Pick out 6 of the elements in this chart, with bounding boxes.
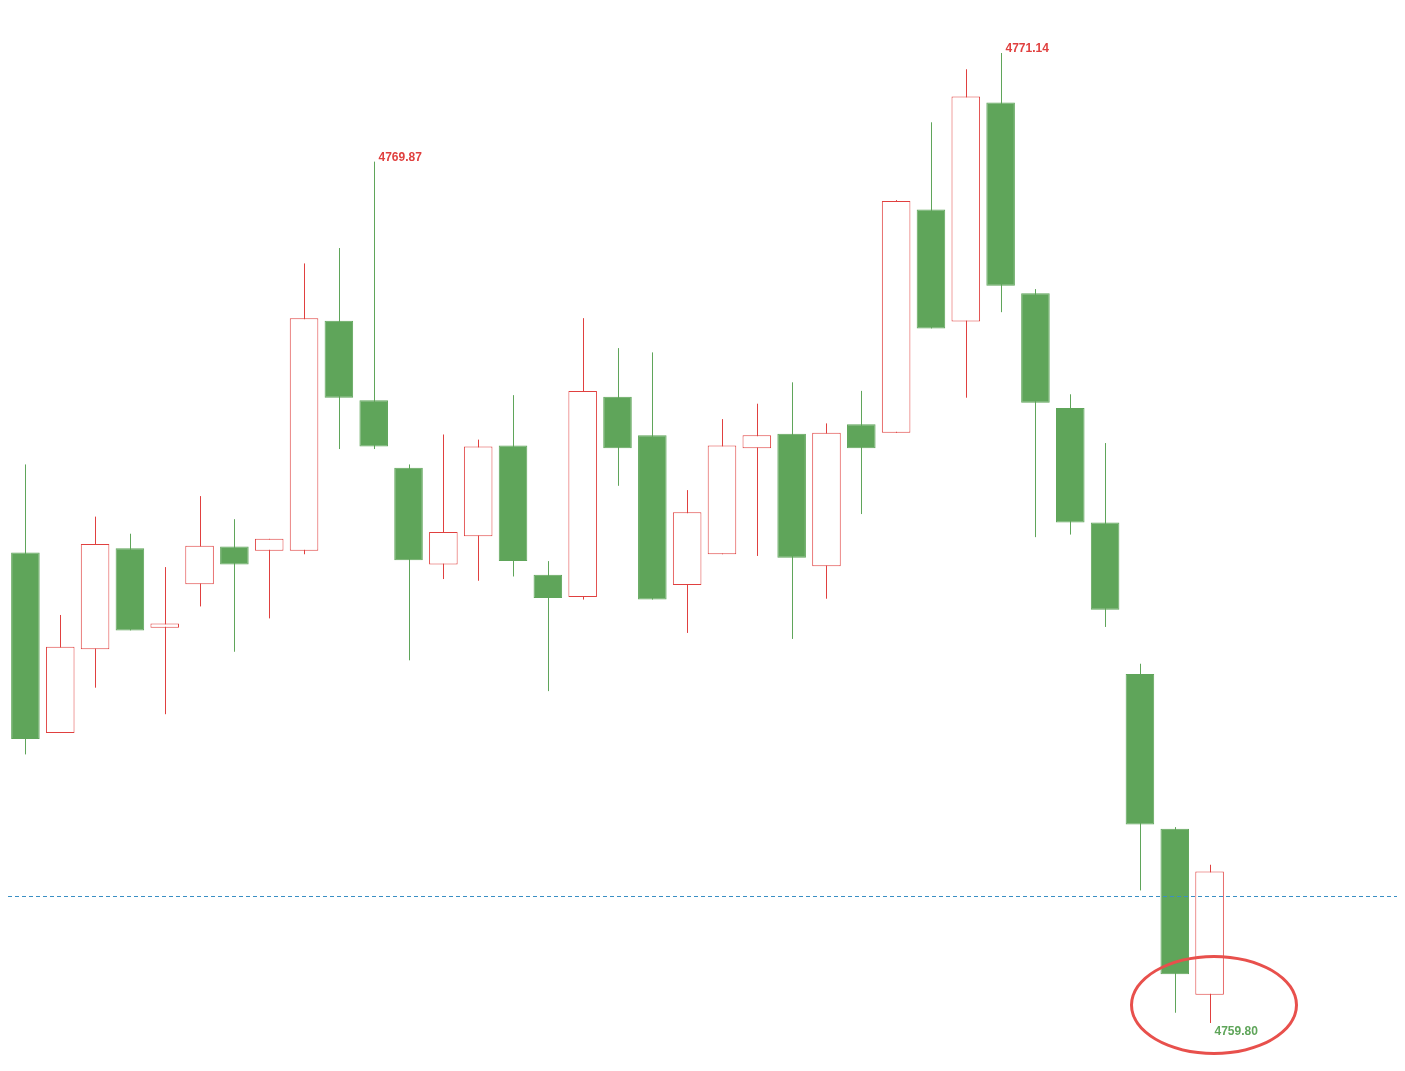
text: 4759.80: [1214, 1023, 1259, 1038]
annotation: 4771.14: [1005, 40, 1050, 55]
candlestick: [220, 518, 249, 653]
candlestick: [742, 403, 772, 557]
candlestick: [150, 566, 180, 715]
annotation: 4769.87: [378, 149, 423, 164]
